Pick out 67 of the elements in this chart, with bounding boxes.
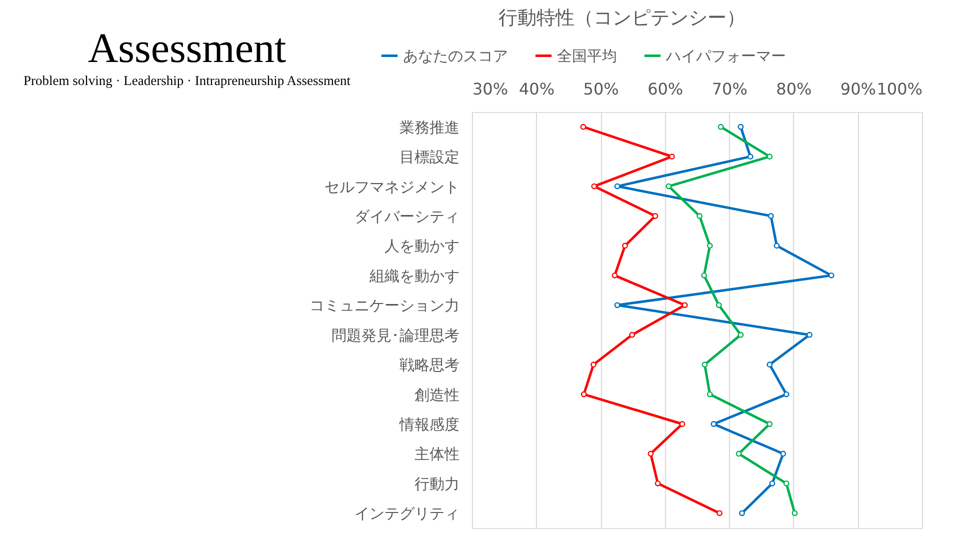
y-tick-label: 主体性	[414, 445, 460, 464]
point	[710, 421, 717, 427]
point	[780, 450, 786, 457]
x-tick-label: 70%	[712, 80, 748, 98]
point	[774, 242, 780, 249]
point	[679, 421, 686, 427]
point	[706, 391, 713, 398]
point	[736, 450, 742, 457]
point	[629, 332, 636, 338]
point	[614, 183, 620, 190]
y-tick-label: インテグリティ	[354, 504, 460, 523]
point	[738, 332, 744, 338]
y-tick-label: 業務推進	[400, 118, 460, 136]
point	[702, 362, 708, 368]
x-tick-label: 50%	[583, 80, 619, 98]
point	[648, 450, 654, 457]
x-tick-label: 90%	[840, 80, 876, 98]
y-tick-label: ダイバーシティ	[354, 208, 460, 226]
point	[766, 362, 773, 368]
point	[622, 242, 628, 249]
y-tick-label: 情報感度	[398, 416, 460, 434]
point	[766, 154, 773, 160]
point	[590, 362, 596, 368]
point	[766, 421, 773, 427]
point	[716, 510, 722, 516]
point	[739, 510, 745, 516]
x-tick-label: 60%	[648, 80, 684, 98]
x-tick-label: 30%	[472, 80, 508, 98]
point	[769, 480, 776, 486]
y-tick-label: セルフマネジメント	[324, 178, 460, 196]
y-tick-label: 目標設定	[400, 148, 460, 166]
point	[580, 391, 587, 398]
y-tick-label: 問題発見･論理思考	[332, 326, 460, 344]
point	[783, 391, 790, 398]
legend-label: 全国平均	[557, 46, 617, 65]
point	[706, 242, 713, 249]
y-tick-label: コミュニケーション力	[310, 296, 460, 315]
point	[747, 154, 754, 160]
y-tick-label: 行動力	[414, 474, 460, 493]
x-tick-label: 40%	[519, 80, 555, 98]
legend-label: あなたのスコア	[403, 46, 508, 65]
point	[652, 213, 658, 219]
point	[666, 183, 672, 190]
x-tick-label: 80%	[776, 80, 812, 98]
point	[682, 302, 688, 308]
text: Problem solving · Leadership · Intrapreneurship Assessment	[24, 73, 351, 88]
y-tick-label: 創造性	[414, 386, 460, 404]
point	[696, 213, 703, 219]
point	[580, 124, 586, 130]
point	[768, 213, 774, 219]
point	[716, 302, 722, 308]
x-tick-label: 100%	[876, 80, 922, 98]
y-tick-label: 戦略思考	[400, 356, 460, 374]
point	[738, 124, 744, 130]
point	[718, 124, 724, 130]
point	[614, 302, 620, 308]
chart-title: 行動特性（コンピテンシー）	[498, 7, 746, 29]
point	[792, 510, 798, 516]
legend-label: ハイパフォーマー	[665, 46, 786, 65]
point	[612, 272, 618, 278]
text: Assessment	[88, 26, 286, 72]
point	[701, 272, 708, 278]
point	[783, 480, 790, 486]
y-tick-label: 組織を動かす	[368, 266, 460, 285]
point	[654, 480, 661, 486]
point	[806, 332, 812, 338]
y-tick-label: 人を動かす	[384, 237, 460, 256]
